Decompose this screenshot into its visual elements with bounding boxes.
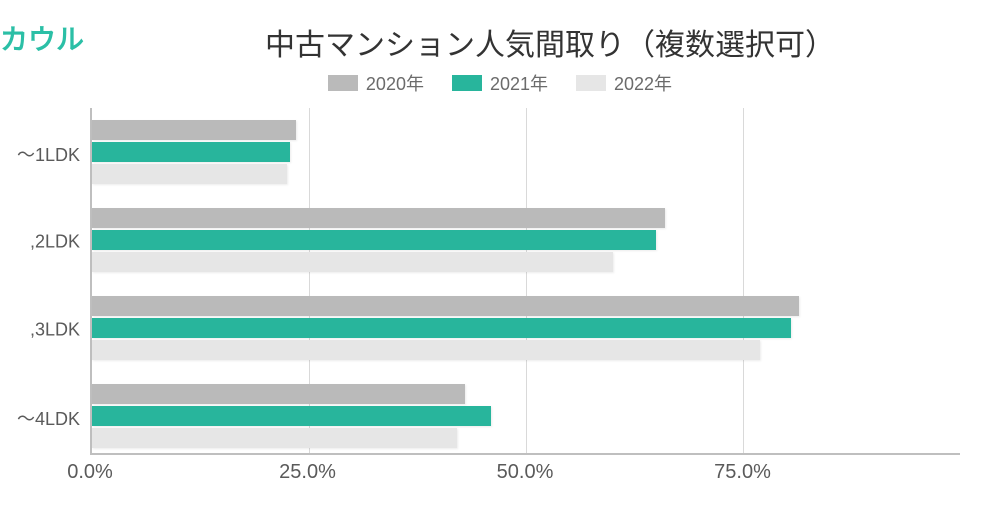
bar — [92, 230, 656, 250]
bar — [92, 164, 287, 184]
legend-swatch-2021 — [452, 75, 482, 91]
chart-title: 中古マンション人気間取り（複数選択可） — [150, 20, 950, 64]
bar-group: ,2LDK — [92, 198, 960, 286]
x-axis-tick-label: 50.0% — [497, 461, 554, 484]
bar — [92, 384, 465, 404]
bar — [92, 142, 290, 162]
legend-label-2022: 2022年 — [614, 70, 672, 96]
legend-swatch-2020 — [328, 75, 358, 91]
legend: 2020年 2021年 2022年 — [0, 70, 1000, 96]
chart-area: ～1LDK,2LDK,3LDK～4LDK 0.0%25.0%50.0%75.0% — [0, 108, 980, 495]
bar — [92, 208, 665, 228]
bar — [92, 340, 760, 360]
brand-logo-text: カウル — [0, 18, 84, 58]
legend-item-2021: 2021年 — [452, 70, 548, 96]
bar — [92, 428, 457, 448]
legend-item-2022: 2022年 — [576, 70, 672, 96]
bar — [92, 296, 799, 316]
x-axis-tick-label: 75.0% — [714, 461, 771, 484]
bar — [92, 318, 791, 338]
y-axis-label: ～1LDK — [0, 141, 80, 167]
bar — [92, 120, 296, 140]
x-axis-tick-label: 0.0% — [67, 461, 113, 484]
bar-group: ～4LDK — [92, 374, 960, 462]
y-axis-label: ～4LDK — [0, 405, 80, 431]
legend-item-2020: 2020年 — [328, 70, 424, 96]
x-axis-labels: 0.0%25.0%50.0%75.0% — [90, 455, 960, 495]
x-axis-tick-label: 25.0% — [279, 461, 336, 484]
legend-label-2020: 2020年 — [366, 70, 424, 96]
bar — [92, 406, 491, 426]
legend-swatch-2022 — [576, 75, 606, 91]
legend-label-2021: 2021年 — [490, 70, 548, 96]
bar-group: ,3LDK — [92, 286, 960, 374]
bar — [92, 252, 613, 272]
y-axis-label: ,3LDK — [0, 320, 80, 341]
y-axis-label: ,2LDK — [0, 232, 80, 253]
bar-group: ～1LDK — [92, 110, 960, 198]
plot-area: ～1LDK,2LDK,3LDK～4LDK — [90, 108, 960, 455]
